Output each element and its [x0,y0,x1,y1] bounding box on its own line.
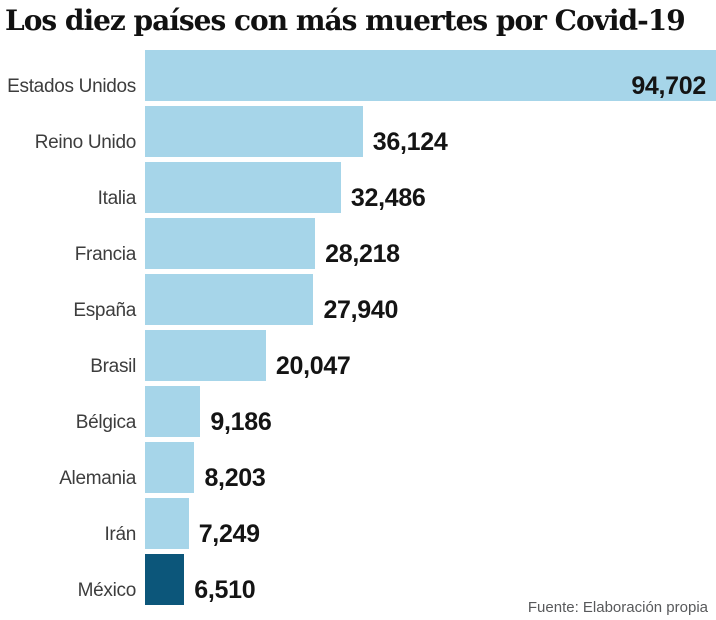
bar-row: Alemania 8,203 [0,442,716,493]
bar [145,442,195,493]
bar-row: Reino Unido 36,124 [0,106,716,157]
bar-value: 8,203 [204,464,266,492]
country-label: Brasil [90,356,136,377]
bar-row: Irán 7,249 [0,498,716,549]
bar-area: 28,218 [145,218,716,269]
bar-value: 32,486 [350,184,426,212]
bar-row: México 6,510 [0,554,716,605]
bar [145,554,185,605]
country-label: Bélgica [75,412,137,433]
bar [145,162,341,213]
country-label: Estados Unidos [7,76,136,97]
country-label: Italia [97,188,137,209]
bar: 94,702 [145,50,716,101]
bar-value: 27,940 [323,296,399,324]
bar-value: 6,510 [194,576,256,604]
bar-value: 94,702 [631,72,706,100]
bar-area: 7,249 [145,498,716,549]
bar-row: España 27,940 [0,274,716,325]
bar-row: Italia 32,486 [0,162,716,213]
bar [145,274,314,325]
bar-value: 7,249 [198,520,260,548]
country-label: Francia [74,244,137,265]
bar-row: Bélgica 9,186 [0,386,716,437]
bar-area: 9,186 [145,386,716,437]
bar [145,106,363,157]
source-note: Fuente: Elaboración propia [527,599,708,616]
bar-area: 27,940 [145,274,716,325]
bar-area: 94,702 [145,50,716,101]
country-label: España [73,300,136,321]
bar-value: 20,047 [275,352,351,380]
bar-area: 6,510 [145,554,716,605]
bar-area: 8,203 [145,442,716,493]
country-label: Alemania [59,468,136,489]
country-label: México [77,580,137,601]
chart-title: Los diez países con más muertes por Covi… [5,4,686,37]
bar-area: 36,124 [145,106,716,157]
bar-area: 20,047 [145,330,716,381]
country-label: Reino Unido [34,132,137,153]
bar-value: 9,186 [210,408,272,436]
bar-value: 36,124 [372,128,448,156]
bar-row: Francia 28,218 [0,218,716,269]
bar-row: Brasil 20,047 [0,330,716,381]
bar-area: 32,486 [145,162,716,213]
bar-row: Estados Unidos 94,702 [0,50,716,101]
country-label: Irán [104,524,136,545]
bar-rows: Estados Unidos 94,702 Reino Unido 36,124… [0,50,716,610]
bar-value: 28,218 [325,240,400,268]
bar [145,330,266,381]
bar [145,218,316,269]
bar [145,498,189,549]
bar [145,386,201,437]
